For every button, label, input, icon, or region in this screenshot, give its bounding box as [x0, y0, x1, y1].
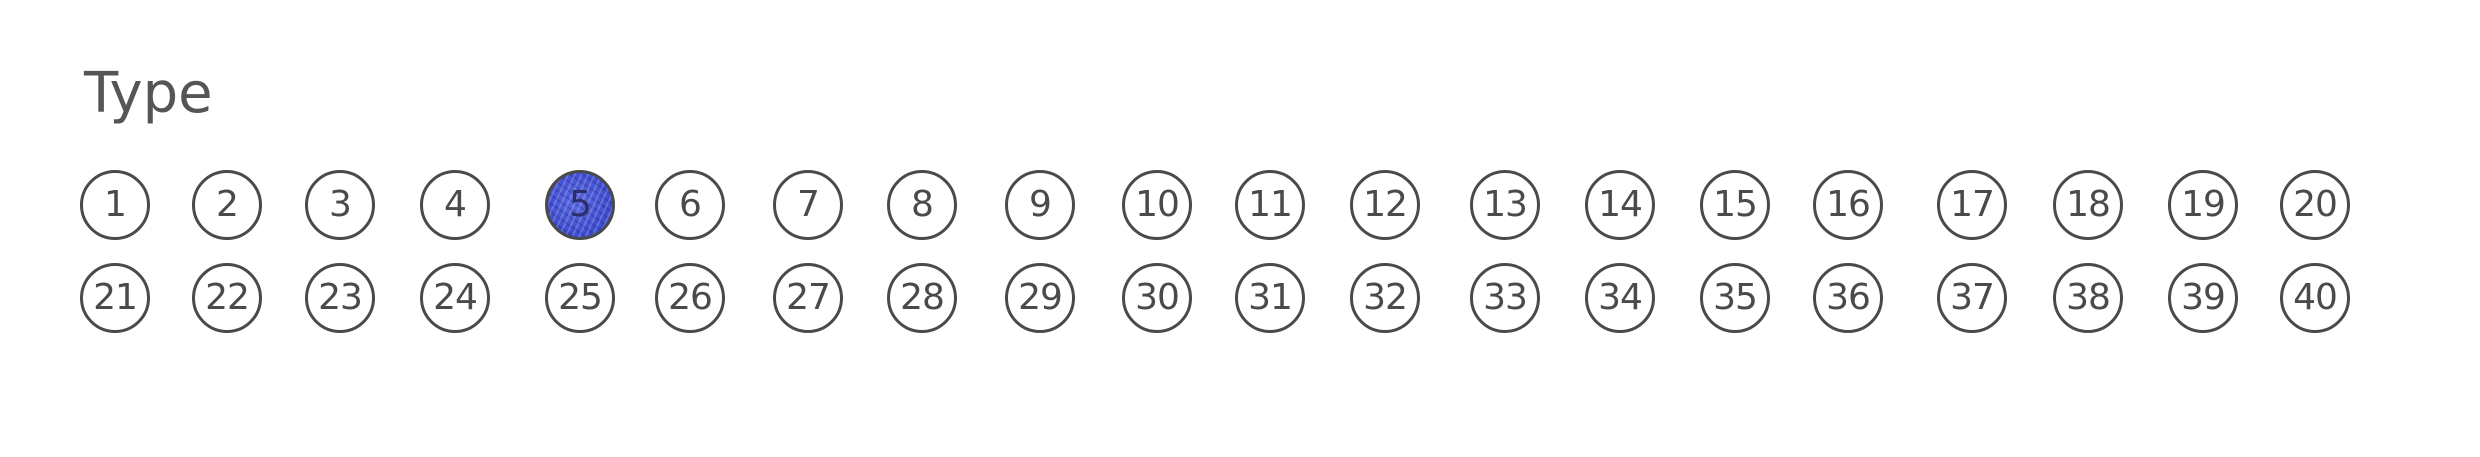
type-label: Type	[84, 61, 213, 126]
option-bubble-label: 2	[216, 184, 239, 225]
option-bubble[interactable]: 24	[420, 263, 490, 333]
option-bubble-label: 33	[1483, 277, 1528, 318]
option-bubble[interactable]: 14	[1585, 170, 1655, 240]
option-bubble[interactable]: 34	[1585, 263, 1655, 333]
option-bubble[interactable]: 7	[773, 170, 843, 240]
option-bubble[interactable]: 37	[1937, 263, 2007, 333]
option-bubble-label: 37	[1950, 277, 1995, 318]
option-bubble-label: 3	[329, 184, 352, 225]
option-bubble-label: 17	[1950, 184, 1995, 225]
option-bubble-label: 39	[2181, 277, 2226, 318]
option-bubble[interactable]: 6	[655, 170, 725, 240]
option-bubble-label: 21	[93, 277, 138, 318]
option-bubble[interactable]: 12	[1350, 170, 1420, 240]
option-bubble[interactable]: 26	[655, 263, 725, 333]
option-bubble-label: 20	[2293, 184, 2338, 225]
option-bubble-label: 28	[900, 277, 945, 318]
option-bubble-label: 29	[1018, 277, 1063, 318]
option-bubble[interactable]: 33	[1470, 263, 1540, 333]
option-bubble[interactable]: 35	[1700, 263, 1770, 333]
option-bubble-label: 32	[1363, 277, 1408, 318]
option-bubble-label: 24	[433, 277, 478, 318]
option-bubble-label: 27	[786, 277, 831, 318]
option-bubble[interactable]: 29	[1005, 263, 1075, 333]
option-bubble[interactable]: 3	[305, 170, 375, 240]
option-bubble-label: 8	[911, 184, 934, 225]
option-bubble-label: 19	[2181, 184, 2226, 225]
option-bubble-label: 7	[797, 184, 820, 225]
option-bubble[interactable]: 5	[545, 170, 615, 240]
option-bubble-label: 16	[1826, 184, 1871, 225]
option-bubble-label: 12	[1363, 184, 1408, 225]
option-bubble[interactable]: 25	[545, 263, 615, 333]
option-bubble[interactable]: 17	[1937, 170, 2007, 240]
option-bubble-label: 30	[1135, 277, 1180, 318]
option-bubble-label: 11	[1248, 184, 1293, 225]
option-bubble-label: 26	[668, 277, 713, 318]
option-bubble[interactable]: 27	[773, 263, 843, 333]
option-bubble-label: 36	[1826, 277, 1871, 318]
option-bubble-label: 22	[205, 277, 250, 318]
option-bubble[interactable]: 30	[1122, 263, 1192, 333]
option-bubble[interactable]: 22	[192, 263, 262, 333]
option-bubble[interactable]: 2	[192, 170, 262, 240]
option-bubble[interactable]: 18	[2053, 170, 2123, 240]
option-bubble-label: 31	[1248, 277, 1293, 318]
option-bubble[interactable]: 8	[887, 170, 957, 240]
option-bubble-label: 4	[444, 184, 467, 225]
option-bubble[interactable]: 32	[1350, 263, 1420, 333]
option-bubble[interactable]: 9	[1005, 170, 1075, 240]
option-bubble[interactable]: 40	[2280, 263, 2350, 333]
option-bubble[interactable]: 15	[1700, 170, 1770, 240]
option-bubble[interactable]: 31	[1235, 263, 1305, 333]
option-bubble[interactable]: 13	[1470, 170, 1540, 240]
option-bubble-label: 5	[569, 184, 592, 225]
option-bubble[interactable]: 21	[80, 263, 150, 333]
option-bubble[interactable]: 16	[1813, 170, 1883, 240]
option-bubble-label: 13	[1483, 184, 1528, 225]
option-bubble-label: 6	[679, 184, 702, 225]
option-bubble[interactable]: 11	[1235, 170, 1305, 240]
option-bubble-label: 25	[558, 277, 603, 318]
option-bubble[interactable]: 36	[1813, 263, 1883, 333]
option-bubble-label: 9	[1029, 184, 1052, 225]
option-bubble-label: 35	[1713, 277, 1758, 318]
option-bubble[interactable]: 4	[420, 170, 490, 240]
option-bubble[interactable]: 20	[2280, 170, 2350, 240]
option-bubble-label: 40	[2293, 277, 2338, 318]
option-bubble[interactable]: 23	[305, 263, 375, 333]
option-bubble[interactable]: 28	[887, 263, 957, 333]
option-bubble-label: 10	[1135, 184, 1180, 225]
option-bubble[interactable]: 38	[2053, 263, 2123, 333]
option-bubble-label: 14	[1598, 184, 1643, 225]
option-bubble-label: 38	[2066, 277, 2111, 318]
option-bubble-label: 23	[318, 277, 363, 318]
option-bubble-label: 34	[1598, 277, 1643, 318]
option-bubble[interactable]: 1	[80, 170, 150, 240]
option-bubble[interactable]: 39	[2168, 263, 2238, 333]
option-bubble-label: 18	[2066, 184, 2111, 225]
option-bubble[interactable]: 19	[2168, 170, 2238, 240]
option-bubble[interactable]: 10	[1122, 170, 1192, 240]
option-bubble-label: 1	[104, 184, 127, 225]
option-bubble-label: 15	[1713, 184, 1758, 225]
